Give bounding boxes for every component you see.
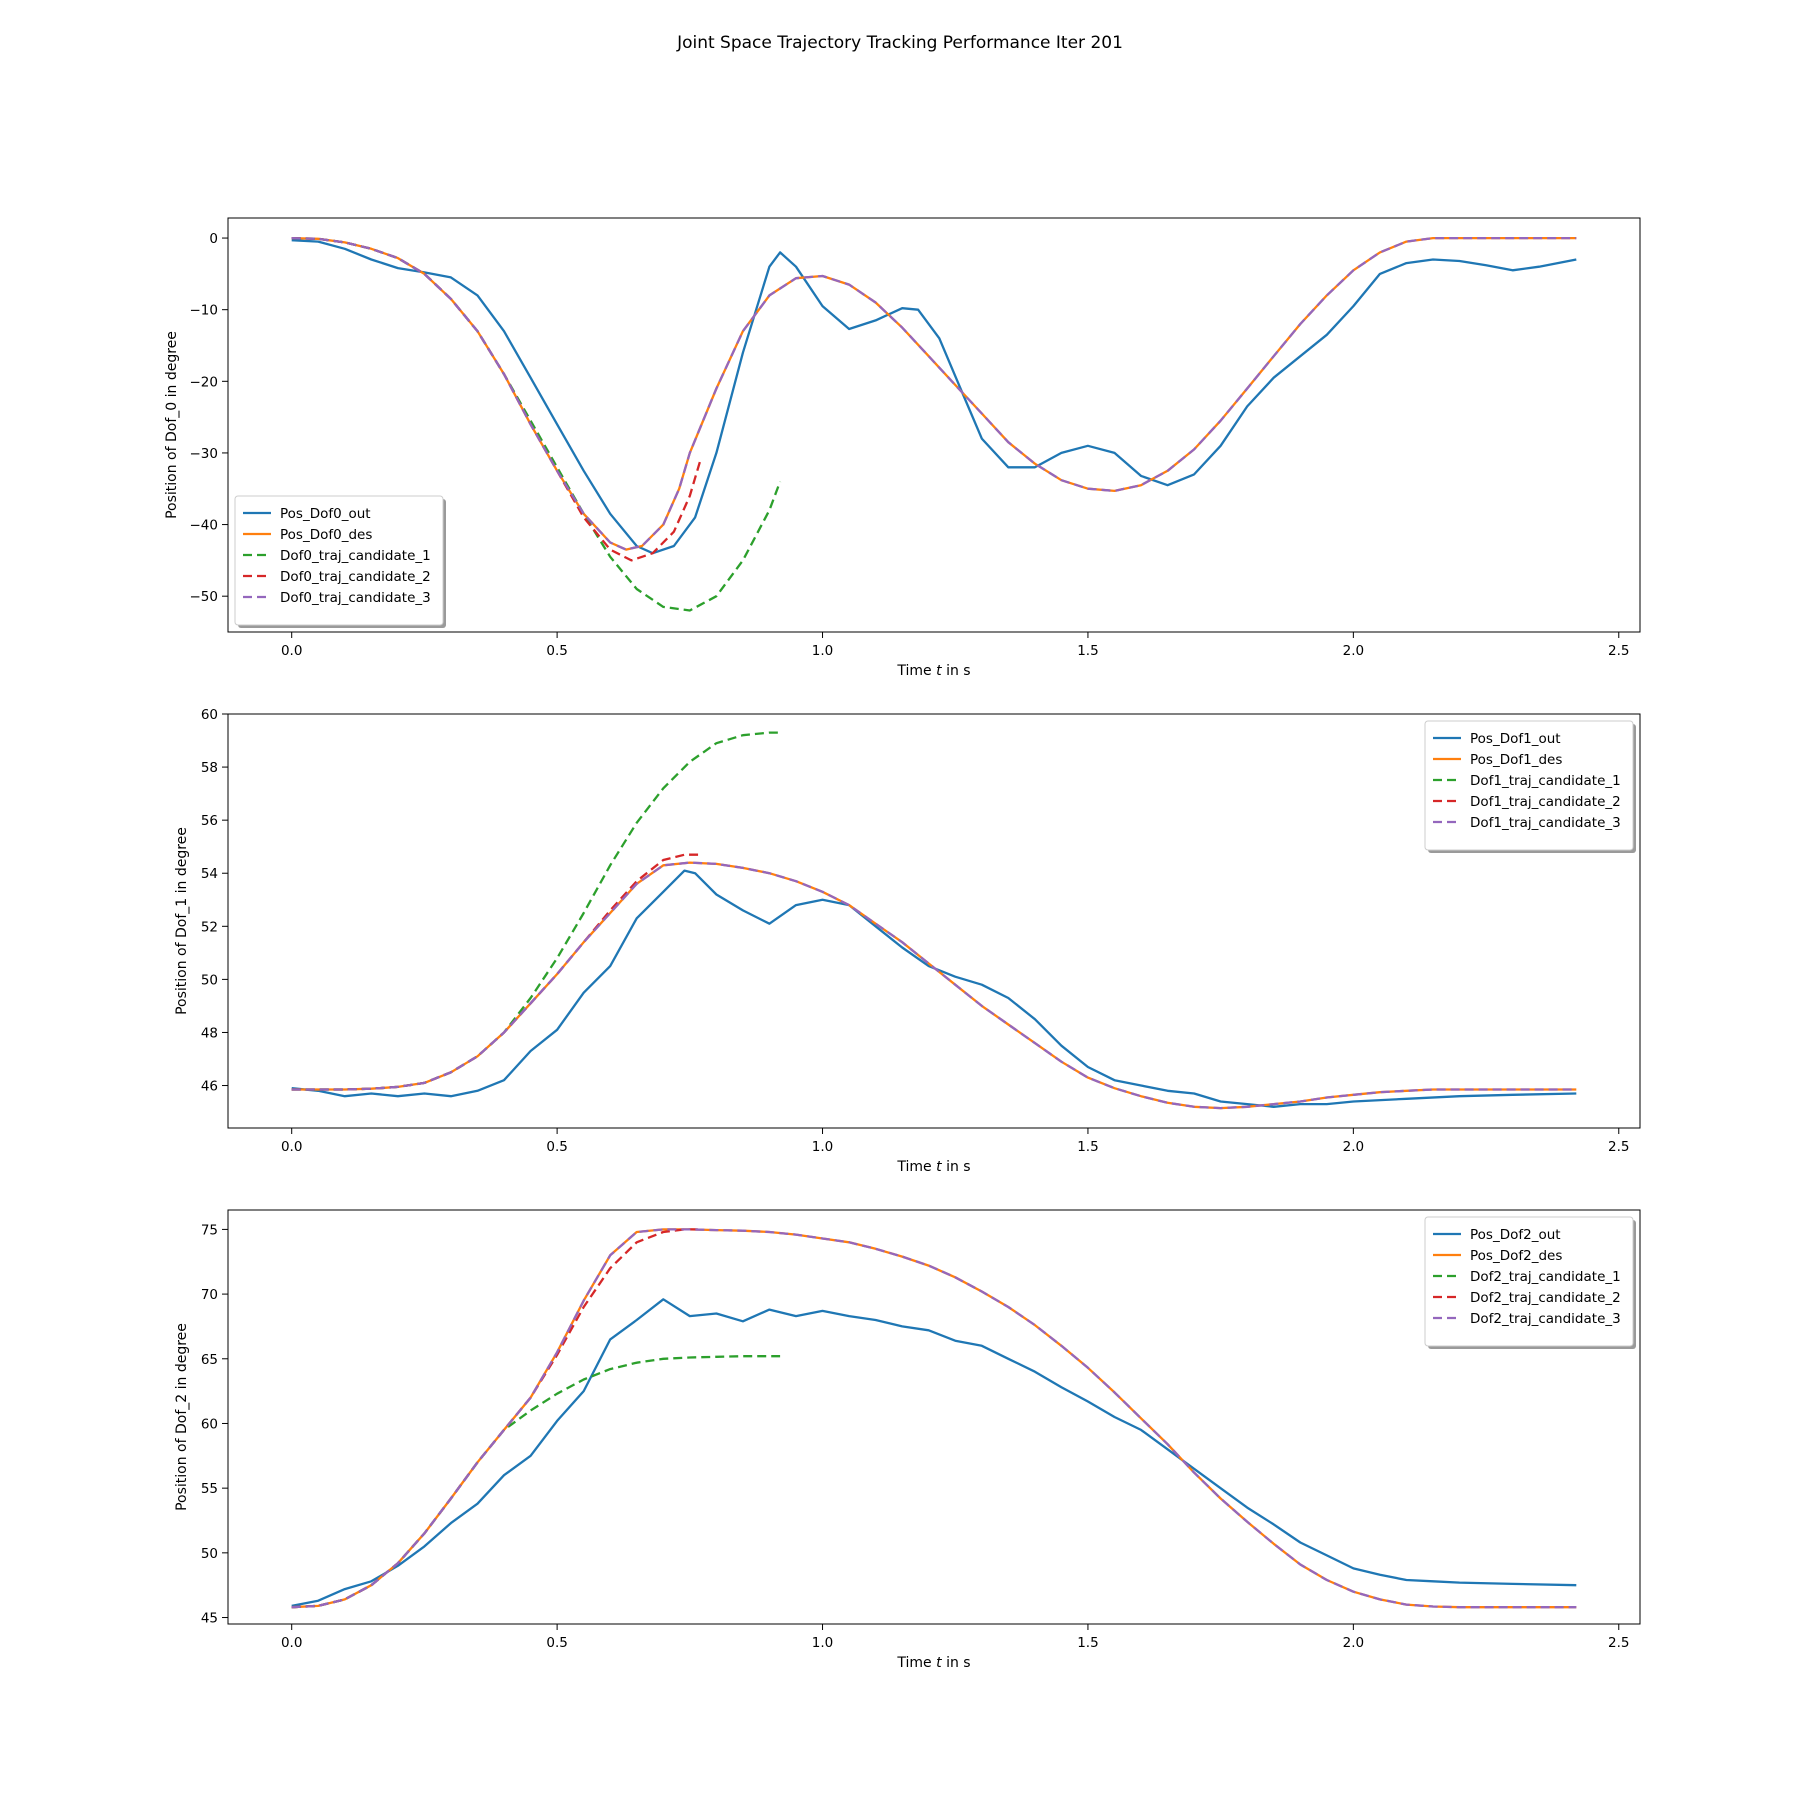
y-tick-label: 45 — [201, 1611, 218, 1627]
series-group — [291, 1228, 1577, 1609]
legend-label-3: Dof1_traj_candidate_2 — [1470, 794, 1621, 810]
series-line-2 — [291, 1355, 781, 1609]
x-tick-label: 0.5 — [546, 1635, 567, 1651]
x-tick-label: 1.0 — [812, 1139, 833, 1155]
legend-label-0: Pos_Dof1_out — [1470, 731, 1561, 747]
series-line-2 — [291, 731, 781, 1091]
y-tick-label: −10 — [190, 303, 219, 319]
y-tick-label: 54 — [201, 866, 218, 882]
y-tick-label: 52 — [201, 919, 218, 935]
x-tick-label: 2.0 — [1343, 1139, 1364, 1155]
x-tick-label: 1.0 — [812, 1635, 833, 1651]
y-tick-label: 58 — [201, 760, 218, 776]
x-tick-label: 0.5 — [546, 1139, 567, 1155]
legend-label-4: Dof2_traj_candidate_3 — [1470, 1311, 1621, 1327]
y-tick-label: 65 — [201, 1352, 218, 1368]
y-tick-label: 55 — [201, 1481, 218, 1497]
y-tick-label: 70 — [201, 1287, 218, 1303]
subplot-2: 0.0 0.5 1.0 1.5 2.0 2.5 45 50 55 60 65 70 75 Time t i… — [174, 1209, 1641, 1671]
figure-title: Joint Space Trajectory Tracking Performa… — [677, 33, 1123, 53]
x-tick-label: 1.5 — [1077, 643, 1098, 659]
legend-label-3: Dof0_traj_candidate_2 — [280, 569, 431, 585]
y-tick-label: 46 — [201, 1079, 218, 1095]
x-axis-label: Time t in s — [896, 663, 970, 679]
legend: Pos_Dof2_out Pos_Dof2_des Dof2_traj_candid… — [1424, 1216, 1636, 1349]
x-tick-label: 0.0 — [281, 1635, 302, 1651]
legend-label-1: Pos_Dof1_des — [1470, 752, 1562, 768]
subplot-0: 0.0 0.5 1.0 1.5 2.0 2.5 −50 −40 −30 −20 −10 0 Time t… — [164, 217, 1641, 679]
legend-label-3: Dof2_traj_candidate_2 — [1470, 1290, 1621, 1306]
axes-frame — [227, 713, 1641, 1129]
x-tick-label: 1.5 — [1077, 1635, 1098, 1651]
y-tick-label: −20 — [190, 374, 219, 390]
x-tick-label: 1.5 — [1077, 1139, 1098, 1155]
y-tick-label: 75 — [201, 1222, 218, 1238]
legend-label-1: Pos_Dof2_des — [1470, 1248, 1562, 1264]
y-axis-label: Position of Dof_2 in degree — [174, 1323, 190, 1511]
series-group — [291, 731, 1577, 1110]
series-line-0 — [291, 239, 1577, 555]
y-tick-label: −40 — [190, 518, 219, 534]
y-tick-label: 60 — [201, 1416, 218, 1432]
legend-label-0: Pos_Dof0_out — [280, 506, 371, 522]
legend-label-4: Dof1_traj_candidate_3 — [1470, 815, 1621, 831]
series-line-1 — [291, 861, 1577, 1110]
axes-frame — [227, 1209, 1641, 1625]
series-line-4 — [291, 1228, 1577, 1609]
series-group — [291, 236, 1577, 612]
x-tick-label: 0.0 — [281, 643, 302, 659]
y-tick-label: 0 — [209, 231, 218, 247]
legend-label-0: Pos_Dof2_out — [1470, 1227, 1561, 1243]
x-tick-label: 2.0 — [1343, 1635, 1364, 1651]
series-line-3 — [291, 1228, 701, 1609]
legend: Pos_Dof0_out Pos_Dof0_des Dof0_traj_candid… — [234, 495, 446, 628]
legend-box — [234, 495, 444, 626]
y-tick-label: 56 — [201, 813, 218, 829]
y-axis-label: Position of Dof_1 in degree — [174, 827, 190, 1015]
legend-label-1: Pos_Dof0_des — [280, 527, 372, 543]
x-tick-label: 2.5 — [1608, 643, 1629, 659]
x-tick-label: 2.5 — [1608, 1635, 1629, 1651]
y-axis-label: Position of Dof_0 in degree — [164, 331, 180, 519]
legend-label-2: Dof2_traj_candidate_1 — [1470, 1269, 1621, 1285]
x-axis-label: Time t in s — [896, 1159, 970, 1175]
series-line-1 — [291, 1228, 1577, 1609]
legend-label-4: Dof0_traj_candidate_3 — [280, 590, 431, 606]
x-tick-label: 0.0 — [281, 1139, 302, 1155]
legend: Pos_Dof1_out Pos_Dof1_des Dof1_traj_candid… — [1424, 720, 1636, 853]
x-tick-label: 0.5 — [546, 643, 567, 659]
y-tick-label: 60 — [201, 707, 218, 723]
y-tick-label: 48 — [201, 1025, 218, 1041]
series-line-4 — [291, 236, 1577, 551]
y-tick-label: −30 — [190, 446, 219, 462]
x-tick-label: 2.0 — [1343, 643, 1364, 659]
subplot-1: 0.0 0.5 1.0 1.5 2.0 2.5 46 48 50 52 54 56 58 60 Time t… — [174, 707, 1641, 1175]
x-tick-label: 2.5 — [1608, 1139, 1629, 1155]
legend-label-2: Dof0_traj_candidate_1 — [280, 548, 431, 564]
legend-box — [1424, 1216, 1634, 1347]
series-line-1 — [291, 236, 1577, 551]
x-axis-label: Time t in s — [896, 1655, 970, 1671]
legend-box — [1424, 720, 1634, 851]
y-tick-label: 50 — [201, 1546, 218, 1562]
legend-label-2: Dof1_traj_candidate_1 — [1470, 773, 1621, 789]
x-tick-label: 1.0 — [812, 643, 833, 659]
series-line-3 — [291, 853, 701, 1091]
series-line-0 — [291, 869, 1577, 1108]
axes-frame — [227, 217, 1641, 633]
series-line-4 — [291, 861, 1577, 1110]
series-line-0 — [291, 1298, 1577, 1608]
y-tick-label: −50 — [190, 589, 219, 605]
y-tick-label: 50 — [201, 972, 218, 988]
